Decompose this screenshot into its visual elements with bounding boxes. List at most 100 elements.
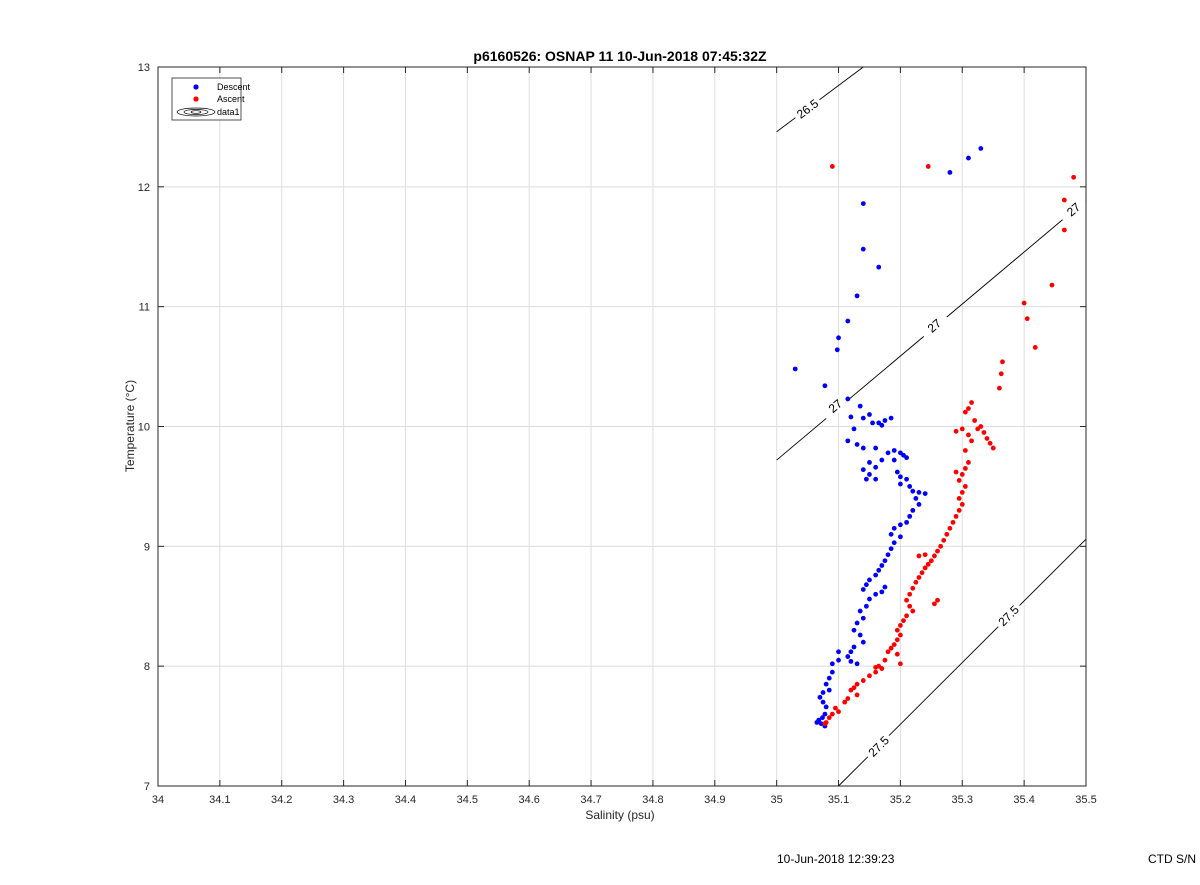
descent-point (867, 577, 872, 583)
x-tick-label: 34.5 (457, 794, 478, 806)
descent-point (873, 464, 879, 470)
ascent-point (932, 553, 937, 559)
descent-point (820, 715, 825, 721)
x-axis-label: Salinity (psu) (585, 808, 654, 822)
ascent-point (990, 445, 996, 451)
x-tick-label: 35.3 (952, 794, 973, 806)
ascent-point (873, 664, 879, 670)
descent-point (857, 608, 863, 614)
ascent-point (959, 501, 965, 507)
y-tick-label: 10 (138, 422, 150, 434)
descent-point (966, 155, 971, 161)
descent-point (876, 264, 882, 270)
ascent-point (833, 705, 838, 711)
descent-point (873, 572, 879, 578)
descent-point (845, 654, 851, 659)
descent-point (885, 450, 891, 456)
y-tick-label: 8 (144, 661, 150, 673)
descent-point (910, 507, 916, 513)
ascent-point (956, 496, 962, 501)
ascent-point (829, 164, 835, 169)
ascent-point (836, 709, 841, 715)
descent-point (860, 587, 866, 592)
descent-point (845, 438, 851, 444)
descent-point (879, 563, 885, 568)
descent-point (913, 496, 919, 501)
ascent-point (1061, 227, 1067, 233)
descent-point (873, 476, 879, 482)
ascent-point (959, 426, 965, 432)
ascent-point (901, 618, 906, 624)
descent-point (860, 246, 866, 252)
ascent-point (953, 513, 959, 519)
descent-point (898, 481, 903, 487)
descent-point (829, 661, 835, 667)
descent-point (904, 476, 909, 482)
ascent-point (891, 642, 897, 647)
ascent-point (919, 570, 925, 576)
ascent-point (935, 597, 940, 603)
descent-point (854, 661, 860, 667)
ascent-point (987, 440, 993, 446)
ascent-point (1049, 282, 1055, 288)
ascent-point (925, 561, 931, 567)
descent-point (820, 690, 826, 695)
descent-point (826, 687, 832, 693)
legend-descent-label: Descent (217, 82, 251, 92)
ascent-point (935, 548, 940, 554)
descent-point (818, 721, 824, 727)
descent-point (848, 414, 854, 420)
descent-point (885, 552, 891, 558)
contour-label-bg (819, 391, 852, 422)
ascent-point (854, 692, 860, 698)
ascent-point (969, 400, 974, 405)
ascent-point (1061, 197, 1067, 203)
ascent-point (972, 418, 978, 423)
legend-ascent-marker (193, 96, 199, 102)
contour-label-bg (863, 730, 895, 763)
ascent-point (966, 432, 971, 438)
descent-point (829, 669, 835, 675)
descent-point (882, 558, 888, 564)
ascent-point (998, 371, 1004, 377)
descent-point (922, 491, 928, 497)
ascent-point (928, 558, 934, 564)
descent-point (823, 704, 829, 710)
descent-point (823, 681, 829, 687)
descent-point (898, 522, 903, 528)
ascent-point (898, 632, 903, 638)
descent-point (888, 546, 894, 552)
descent-point (978, 146, 984, 151)
ascent-point (978, 424, 984, 429)
descent-point (891, 448, 897, 453)
ascent-point (845, 696, 851, 701)
descent-point (822, 711, 828, 717)
descent-point (904, 455, 909, 461)
descent-point (916, 490, 922, 495)
ascent-point (962, 466, 968, 471)
descent-point (916, 501, 922, 507)
ascent-point (885, 649, 891, 655)
x-tick-label: 34.6 (518, 794, 539, 806)
ascent-point (854, 681, 860, 687)
x-tick-label: 35.2 (890, 794, 911, 806)
descent-point (863, 476, 869, 482)
contour-line-26-5 (776, 66, 864, 133)
ascent-point (860, 678, 866, 683)
descent-point (907, 484, 913, 489)
descent-point (836, 649, 841, 655)
axis-ticks: 34 34.1 34.2 34.3 34.4 34.5 34.6 34.7 34.8 34.9 35… (138, 62, 1097, 806)
ascent-point (826, 715, 832, 721)
ascent-point (913, 579, 919, 585)
x-tick-label: 34.2 (271, 794, 292, 806)
ascent-point (962, 484, 968, 489)
descent-point (845, 318, 851, 324)
ascent-point (966, 406, 971, 411)
descent-point (857, 403, 863, 409)
descent-point (836, 335, 841, 341)
descent-point (894, 469, 900, 475)
ascent-point (962, 409, 968, 415)
ascent-point (904, 597, 909, 603)
legend: Descent Ascent data1 (171, 77, 251, 121)
